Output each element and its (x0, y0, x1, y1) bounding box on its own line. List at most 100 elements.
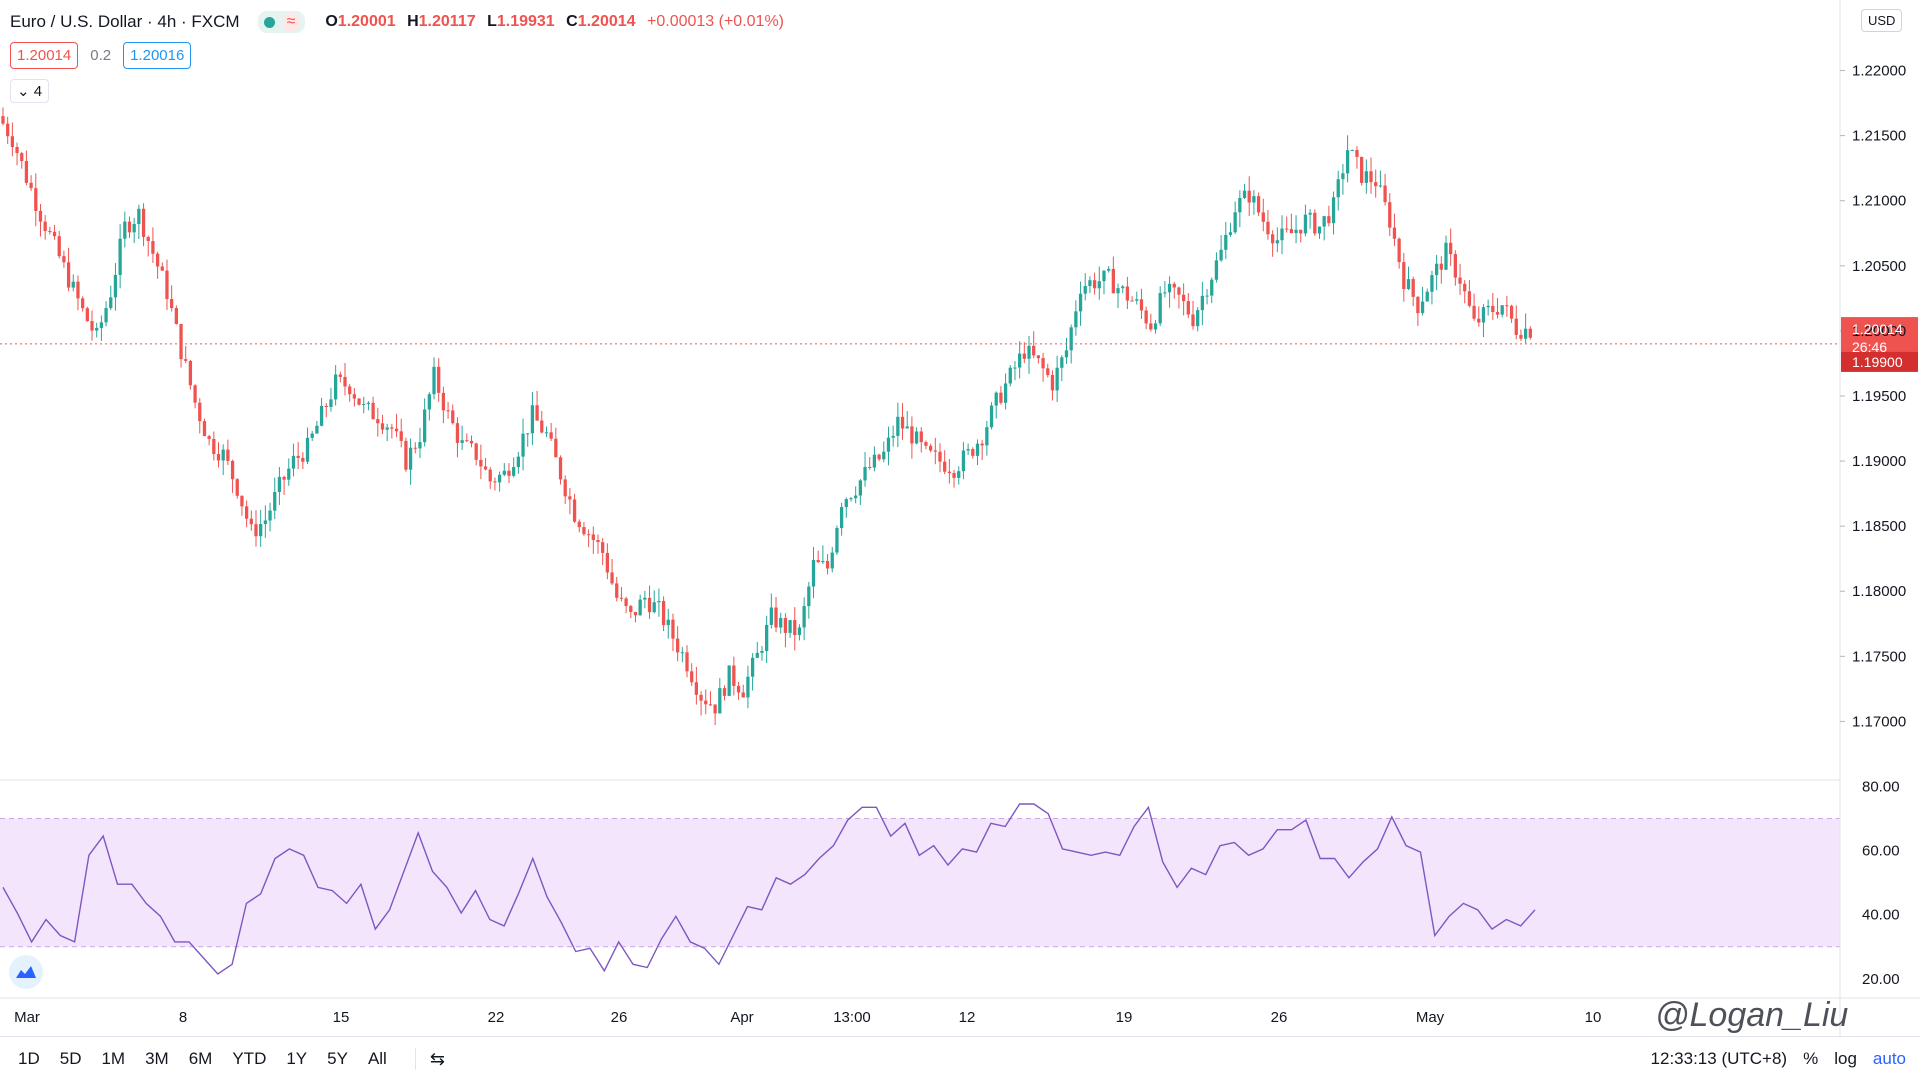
candle-body (619, 597, 624, 599)
candle-body (690, 671, 694, 683)
candle-body (1425, 291, 1429, 302)
candle-body (849, 498, 853, 500)
candle-body (797, 627, 802, 636)
candle-body (497, 474, 502, 483)
candle-body (380, 423, 385, 430)
candle-body (1078, 293, 1083, 312)
candle-body (1064, 350, 1069, 358)
candle-body (1313, 212, 1317, 234)
price-tick-label: 1.22000 (1852, 63, 1906, 80)
time-tick-label: Apr (730, 1009, 753, 1026)
range-3m[interactable]: 3M (145, 1049, 169, 1068)
candle-body (872, 454, 877, 468)
candle-body (601, 542, 605, 553)
candle-body (1327, 216, 1331, 224)
candle-body (858, 480, 862, 496)
log-scale-button[interactable]: log (1834, 1049, 1857, 1068)
candle-body (1360, 156, 1364, 183)
candle-body (1261, 212, 1265, 222)
price-candles (1, 107, 1532, 726)
symbol-title[interactable]: Euro / U.S. Dollar · 4h · FXCM (10, 12, 240, 31)
range-all[interactable]: All (367, 1049, 387, 1068)
range-5y[interactable]: 5Y (327, 1049, 348, 1068)
candle-body (676, 638, 680, 653)
candle-body (652, 602, 656, 613)
candle-body (479, 459, 483, 467)
percent-scale-button[interactable]: % (1803, 1049, 1819, 1068)
tradingview-logo-icon[interactable] (9, 955, 43, 989)
candle-body (474, 443, 478, 460)
sell-button[interactable]: 1.20014 (10, 42, 79, 69)
candle-body (938, 451, 942, 462)
indicators-toggle-button[interactable]: ⌄ 4 (10, 79, 50, 103)
candle-body (966, 449, 970, 451)
buy-button[interactable]: 1.20016 (123, 42, 192, 69)
candle-body (816, 559, 820, 563)
candle-body (1299, 229, 1303, 234)
candle-body (896, 416, 900, 436)
candle-body (765, 624, 769, 652)
candle-body (1439, 263, 1443, 270)
candle-body (282, 476, 286, 480)
candle-body (184, 359, 188, 361)
candle-body (451, 410, 455, 424)
market-status[interactable]: ≈ (257, 11, 306, 33)
close-value: 1.20014 (577, 13, 636, 30)
candle-body (1163, 292, 1167, 294)
candle-body (1022, 353, 1026, 359)
candle-body (596, 540, 600, 543)
candle-body (305, 437, 310, 462)
candle-body (633, 611, 638, 616)
candle-body (48, 231, 52, 233)
candle-body (15, 147, 19, 154)
range-ytd[interactable]: YTD (232, 1049, 267, 1068)
candle-body (483, 466, 488, 470)
clock-timezone[interactable]: 12:33:13 (UTC+8) (1650, 1049, 1788, 1068)
candle-body (1303, 214, 1308, 234)
high-label: H (407, 13, 419, 30)
high-value: 1.20117 (418, 13, 476, 30)
range-1m[interactable]: 1M (101, 1049, 126, 1068)
currency-button[interactable]: USD (1861, 9, 1903, 32)
candle-body (989, 405, 994, 428)
price-tick-label: 1.21500 (1852, 128, 1906, 145)
candle-body (1505, 305, 1509, 307)
candle-body (971, 449, 975, 456)
range-1y[interactable]: 1Y (286, 1049, 308, 1068)
candle-body (708, 704, 713, 706)
auto-scale-button[interactable]: auto (1872, 1049, 1906, 1068)
candle-body (1186, 301, 1190, 315)
range-1d[interactable]: 1D (18, 1049, 40, 1068)
candle-body (825, 560, 830, 569)
candle-body (113, 274, 118, 298)
candle-body (207, 436, 211, 439)
candle-body (839, 507, 844, 529)
candle-body (343, 376, 347, 387)
candle-body (615, 583, 619, 598)
candle-body (516, 456, 520, 468)
range-5d[interactable]: 5D (59, 1049, 82, 1068)
candle-body (994, 392, 998, 406)
candle-body (1196, 310, 1200, 327)
go-to-date-icon[interactable]: ⇆ (429, 1048, 445, 1069)
candle-body (230, 460, 235, 480)
candle-body (811, 559, 816, 587)
candle-body (1046, 368, 1050, 376)
candle-body (779, 618, 783, 628)
candle-body (1177, 287, 1181, 295)
candle-body (1411, 279, 1415, 297)
candle-body (1416, 296, 1420, 314)
candle-body (554, 438, 558, 458)
candle-body (52, 231, 57, 237)
candle-body (549, 432, 553, 439)
candle-body (179, 324, 183, 360)
candle-body (1233, 212, 1237, 233)
candle-body (1139, 299, 1144, 311)
candle-body (671, 619, 675, 639)
candle-body (240, 495, 244, 507)
candle-body (301, 457, 305, 462)
range-6m[interactable]: 6M (188, 1049, 213, 1068)
open-value: 1.20001 (337, 13, 396, 30)
candle-body (502, 470, 506, 475)
